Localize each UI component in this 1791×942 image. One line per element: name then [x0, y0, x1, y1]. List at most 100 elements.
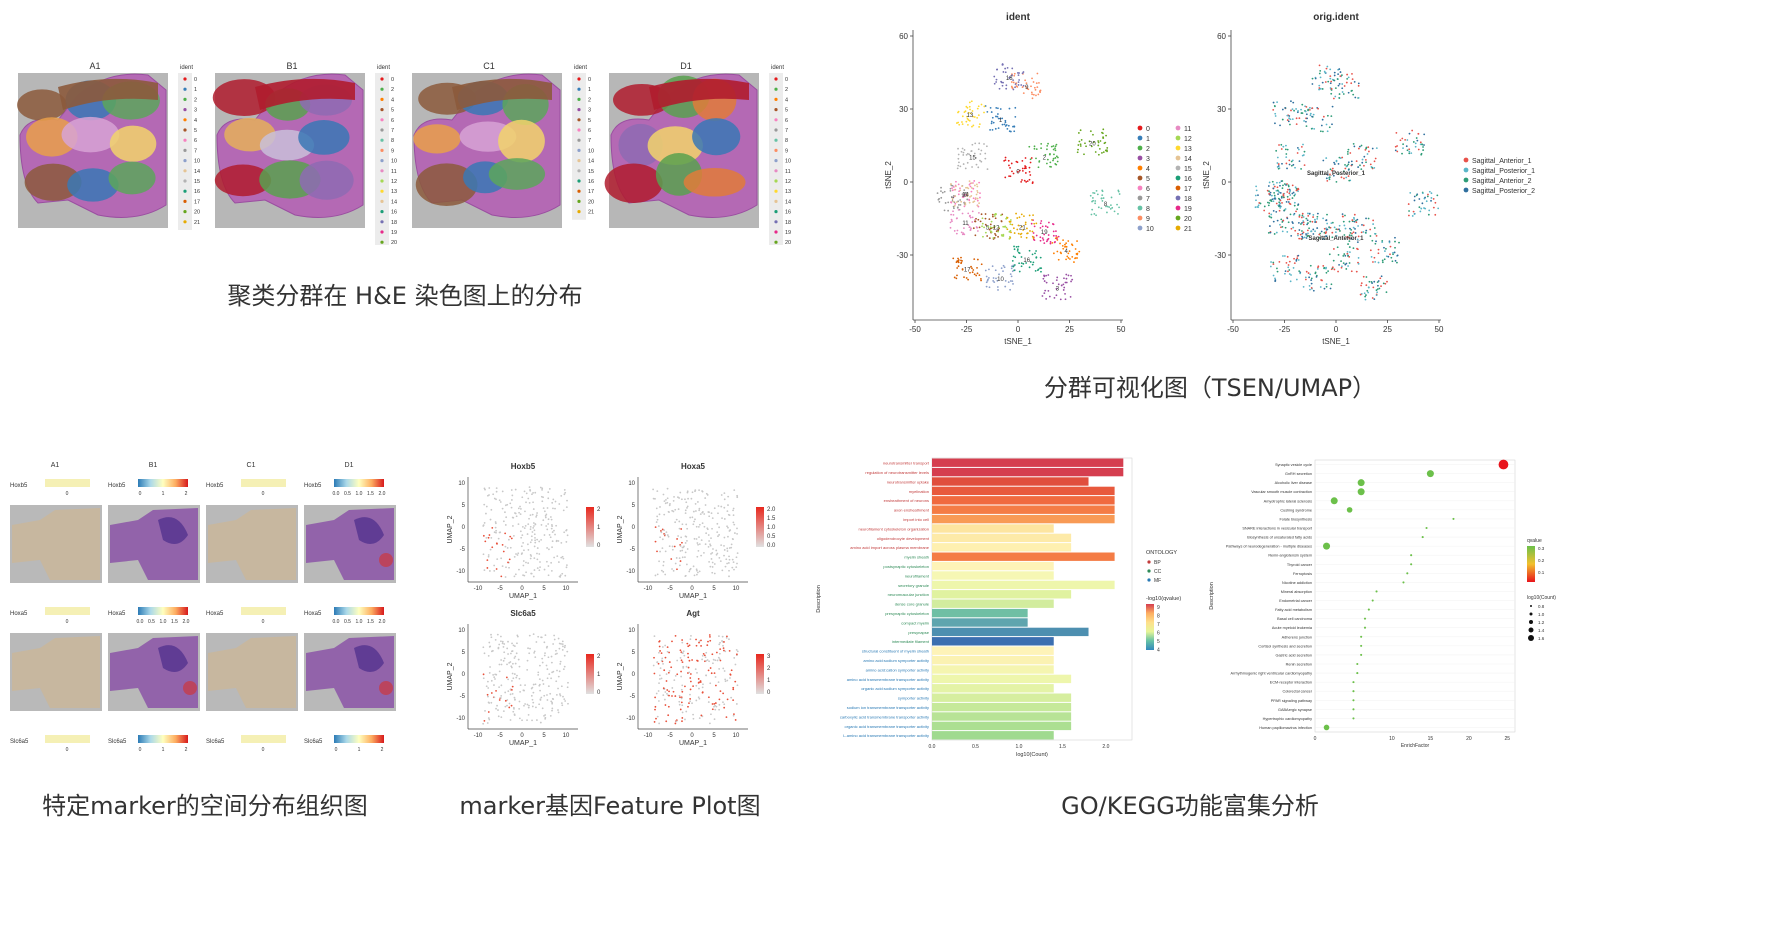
- x-tick-label: 5: [542, 733, 546, 739]
- tsne-point: [957, 147, 959, 150]
- umap-point: [537, 671, 540, 674]
- x-tick-label: 0: [520, 733, 524, 739]
- umap-point: [547, 518, 550, 521]
- tsne-point: [1034, 252, 1036, 255]
- umap-point: [567, 681, 569, 684]
- tsne-point: [1090, 213, 1093, 216]
- umap-point: [563, 646, 566, 649]
- tsne-point: [1307, 272, 1310, 274]
- tsne-point: [1389, 253, 1391, 256]
- legend-label: 17: [588, 189, 594, 195]
- tsne-point: [1029, 161, 1032, 164]
- tsne-point: [1309, 220, 1312, 223]
- go-bar: [932, 514, 1115, 524]
- tsne-point: [1049, 242, 1052, 245]
- tsne-point: [1326, 114, 1329, 117]
- tsne-point: [1089, 194, 1092, 197]
- tsne-point: [1096, 193, 1099, 196]
- x-tick-label: -5: [667, 733, 673, 739]
- tsne-point: [1333, 163, 1336, 166]
- tsne-point: [988, 286, 991, 289]
- tsne-point: [1347, 163, 1350, 166]
- tsne-point: [1326, 130, 1329, 133]
- go-term-label: structural constituent of myelin sheath: [862, 649, 929, 654]
- cluster-region: [415, 163, 478, 206]
- tsne-point: [1404, 138, 1407, 141]
- umap-point: [550, 677, 553, 680]
- tsne-point: [996, 68, 998, 71]
- umap-point: [728, 547, 731, 549]
- umap-point: [724, 678, 727, 681]
- kegg-term-label: Fatty acid metabolism: [1275, 608, 1312, 612]
- umap-point: [532, 691, 535, 694]
- tsne-point: [1286, 119, 1289, 121]
- y-tick-label: -10: [626, 569, 635, 575]
- umap-point: [680, 701, 683, 704]
- cluster-region: [17, 89, 67, 121]
- tsne-point: [1014, 83, 1017, 86]
- tsne-point: [1268, 212, 1271, 215]
- umap-point: [695, 525, 698, 528]
- umap-point: [713, 672, 716, 675]
- umap-point: [697, 543, 699, 546]
- tsne-point: [989, 129, 991, 131]
- tsne-point: [1089, 130, 1092, 133]
- tsne-point: [983, 111, 985, 114]
- umap-point: [491, 649, 494, 652]
- umap-point: [705, 492, 708, 495]
- tsne-point: [957, 261, 960, 264]
- tsne-point: [1282, 194, 1285, 197]
- x-axis-label: log10(Count): [1016, 752, 1048, 757]
- tsne-point: [1031, 93, 1034, 96]
- umap-point: [521, 496, 524, 499]
- tsne-point: [1074, 257, 1076, 260]
- umap-point: [717, 535, 719, 538]
- kegg-dot: [1410, 563, 1413, 566]
- colorbar-tick: 0: [262, 491, 265, 497]
- legend-dot: [1175, 215, 1181, 221]
- umap-point: [729, 673, 732, 676]
- y-tick-label: -5: [630, 694, 636, 700]
- tsne-point: [953, 188, 956, 191]
- legend-label: Sagittal_Anterior_1: [1472, 158, 1532, 165]
- umap-point: [538, 540, 541, 543]
- tsne-point: [1347, 265, 1349, 267]
- umap-point: [713, 507, 716, 510]
- umap-point: [534, 539, 536, 542]
- y-tick-label: -10: [456, 569, 465, 575]
- go-term-label: neuromuscular junction: [888, 592, 929, 597]
- tsne-point: [1319, 130, 1322, 133]
- tissue-section-D1: [604, 73, 759, 228]
- umap-point: [711, 703, 714, 705]
- x-axis-label: UMAP_1: [509, 740, 537, 747]
- legend-label: 5: [785, 108, 788, 114]
- umap-point: [666, 487, 669, 490]
- colorbar-tick: 2.0: [183, 619, 190, 625]
- legend-dot: [1175, 145, 1181, 151]
- colorbar-tick: 2: [597, 654, 601, 660]
- umap-point: [721, 635, 724, 638]
- umap-point: [692, 717, 695, 720]
- cluster-region: [604, 163, 663, 203]
- umap-point: [653, 656, 655, 659]
- tsne-point: [1037, 166, 1040, 169]
- tsne-point: [1012, 172, 1015, 175]
- tsne-point: [1077, 132, 1080, 134]
- umap-point: [722, 701, 724, 704]
- tsne-point: [1030, 91, 1033, 94]
- tsne-point: [986, 279, 989, 282]
- umap-point: [721, 640, 723, 642]
- legend-label: 1: [1146, 136, 1150, 143]
- colorbar-tick: 9: [1157, 605, 1160, 611]
- umap-point: [514, 512, 516, 514]
- tsne-point: [1032, 261, 1035, 264]
- x-tick-label: 0: [1314, 736, 1317, 742]
- tsne-point: [1032, 232, 1035, 234]
- go-term-label: myelin sheath: [904, 555, 929, 560]
- tsne-point: [990, 122, 993, 125]
- kegg-term-label: GnRH secretion: [1285, 472, 1312, 476]
- umap-point: [486, 722, 489, 724]
- umap-point: [536, 552, 538, 555]
- umap-point: [523, 704, 525, 707]
- umap-point: [530, 555, 533, 557]
